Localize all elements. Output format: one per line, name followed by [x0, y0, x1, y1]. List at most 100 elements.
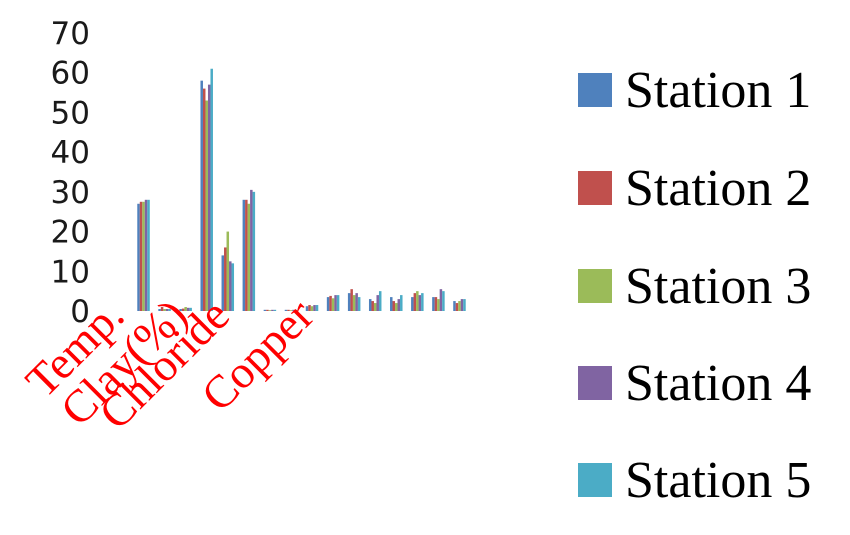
- legend-label: Station 5: [625, 452, 811, 509]
- bar-station-5: [400, 295, 403, 311]
- y-tick-label: 20: [51, 215, 90, 251]
- legend-label: Station 4: [625, 355, 811, 412]
- bar-station-1: [326, 297, 330, 311]
- bar-station-2: [308, 305, 311, 311]
- bar-station-2: [287, 309, 290, 311]
- y-tick-label: 70: [51, 16, 90, 52]
- bar-station-3: [373, 303, 377, 311]
- bar-station-1: [242, 199, 246, 311]
- bar-station-5: [147, 199, 150, 311]
- bar-series-group: [137, 68, 466, 312]
- y-tick-label: 60: [51, 56, 90, 92]
- bar-station-3: [458, 301, 461, 311]
- bar-station-4: [144, 199, 148, 311]
- bar-station-1: [221, 255, 225, 311]
- legend: Station 1 Station 2 Station 3 Station 4 Stat…: [578, 62, 811, 509]
- bar-station-5: [336, 295, 340, 311]
- bar-station-2: [224, 247, 227, 311]
- bar-station-5: [252, 191, 256, 311]
- bar-station-1: [158, 309, 161, 311]
- bar-station-5: [463, 299, 466, 311]
- bar-station-4: [186, 307, 190, 311]
- bar-station-4: [207, 84, 211, 311]
- bar-station-4: [292, 309, 295, 311]
- bar-station-1: [200, 80, 203, 311]
- legend-swatch: [578, 171, 612, 205]
- bar-station-2: [413, 293, 417, 311]
- bar-station-3: [352, 295, 356, 311]
- bar-station-4: [418, 295, 422, 311]
- bar-station-1: [368, 299, 372, 311]
- bar-station-4: [397, 299, 401, 311]
- bar-station-5: [210, 68, 213, 312]
- bar-station-3: [184, 307, 187, 311]
- bar-station-1: [347, 293, 351, 311]
- legend-label: Station 1: [625, 62, 811, 119]
- bar-station-3: [247, 203, 251, 311]
- bar-station-2: [434, 297, 438, 311]
- bar-station-5: [273, 309, 277, 311]
- bar-station-2: [139, 201, 143, 311]
- y-tick-label: 40: [51, 135, 90, 171]
- bar-station-4: [460, 299, 464, 311]
- bar-station-5: [421, 293, 424, 311]
- bar-station-1: [284, 309, 288, 311]
- bar-station-5: [189, 307, 192, 311]
- legend-swatch: [578, 366, 612, 400]
- bar-station-4: [439, 289, 443, 311]
- bar-station-5: [315, 305, 319, 311]
- bar-station-2: [266, 309, 269, 311]
- bar-station-3: [268, 310, 272, 311]
- bar-station-2: [245, 199, 248, 311]
- bar-station-5: [378, 291, 382, 311]
- bar-station-2: [160, 307, 164, 311]
- legend-swatch: [578, 73, 612, 107]
- bar-station-3: [226, 231, 230, 311]
- legend-label: Station 3: [625, 258, 811, 315]
- bar-station-2: [371, 301, 374, 311]
- bar-station-4: [355, 293, 358, 311]
- bar-station-1: [137, 203, 140, 311]
- bar-station-1: [390, 297, 393, 311]
- bar-station-4: [271, 309, 274, 311]
- y-tick-label: 10: [51, 254, 90, 290]
- bar-station-2: [181, 308, 185, 311]
- bar-station-4: [229, 261, 232, 311]
- legend-swatch: [578, 463, 612, 497]
- bar-station-2: [329, 295, 332, 311]
- bar-station-1: [179, 309, 182, 311]
- bar-station-1: [411, 297, 414, 311]
- bar-station-3: [205, 100, 208, 311]
- bar-station-1: [263, 309, 267, 311]
- bar-station-3: [310, 306, 314, 311]
- bar-station-1: [453, 301, 456, 311]
- bar-station-5: [442, 291, 445, 311]
- bar-station-4: [250, 189, 253, 311]
- y-tick-label: 50: [51, 95, 90, 131]
- bar-station-5: [357, 297, 361, 311]
- bar-station-3: [289, 310, 293, 311]
- bar-station-1: [432, 297, 435, 311]
- bar-station-4: [334, 295, 337, 311]
- y-tick-label: 0: [70, 294, 90, 330]
- bar-station-3: [142, 201, 145, 311]
- bar-station-2: [392, 301, 396, 311]
- bar-station-3: [437, 299, 440, 311]
- bar-station-3: [416, 291, 419, 311]
- legend-swatch: [578, 269, 612, 303]
- legend-label: Station 2: [625, 160, 811, 217]
- bar-station-4: [313, 305, 316, 311]
- bar-station-2: [202, 88, 206, 311]
- bar-station-5: [294, 309, 298, 311]
- bar-station-4: [165, 309, 169, 311]
- bar-station-2: [350, 289, 353, 311]
- bar-station-3: [331, 298, 335, 311]
- bar-station-5: [231, 263, 235, 311]
- bar-station-1: [305, 306, 309, 311]
- bar-station-3: [163, 309, 166, 311]
- y-tick-label: 30: [51, 175, 90, 211]
- bar-station-3: [395, 303, 398, 311]
- bar-station-4: [376, 295, 379, 311]
